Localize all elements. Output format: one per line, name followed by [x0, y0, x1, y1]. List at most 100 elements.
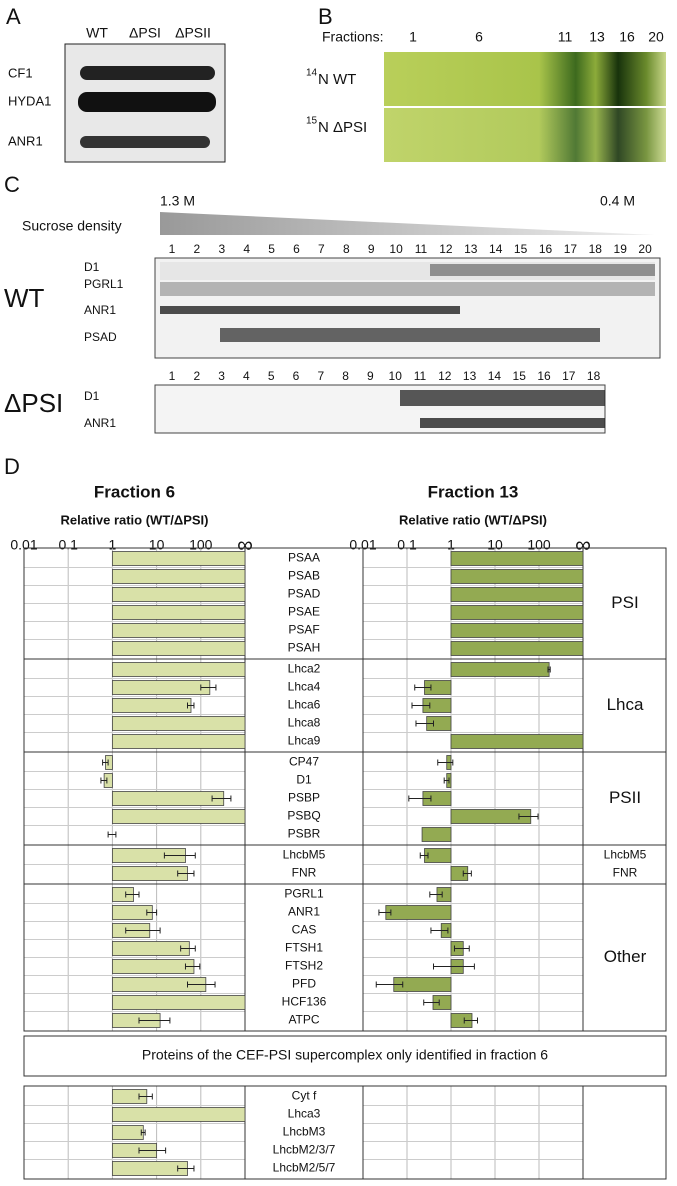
bar: [112, 734, 246, 749]
bar: [450, 587, 584, 602]
label: 20: [648, 29, 664, 45]
label: ANR1: [8, 133, 43, 148]
band: [420, 418, 605, 428]
label: 5: [268, 242, 275, 256]
protein-label: D1: [296, 773, 312, 787]
protein-label: PSAH: [288, 641, 321, 655]
label: 11: [415, 242, 428, 256]
x-tick-label: 0.1: [397, 537, 417, 553]
protein-label: LhcbM2/3/7: [273, 1143, 336, 1157]
protein-label: Lhca2: [288, 662, 321, 676]
label: 7: [317, 369, 324, 383]
protein-label: PSBP: [288, 791, 320, 805]
strain-label: WT: [4, 283, 45, 313]
x-tick-label: 10: [149, 537, 165, 553]
protein-label: FTSH2: [285, 959, 323, 973]
strain-label: ΔPSI: [4, 388, 63, 418]
label: 3: [218, 242, 225, 256]
label: 11: [558, 29, 573, 45]
protein-label: PSAE: [288, 605, 320, 619]
protein-label: PSBQ: [287, 809, 320, 823]
label: ANR1: [84, 416, 116, 430]
bar: [112, 698, 192, 713]
label: WT: [86, 25, 108, 41]
protein-label: Lhca9: [288, 734, 321, 748]
label: N WT: [318, 71, 356, 88]
protein-label: CAS: [292, 923, 317, 937]
label: 20: [638, 242, 652, 256]
label: 10: [389, 242, 403, 256]
axis-label: Relative ratio (WT/ΔPSI): [60, 512, 208, 527]
bar: [112, 1161, 188, 1176]
bar: [112, 1125, 144, 1140]
label: 8: [343, 242, 350, 256]
label: 3: [218, 369, 225, 383]
group-box: [23, 883, 667, 1032]
label: 6: [475, 29, 483, 45]
x-tick-label: ∞: [237, 532, 253, 557]
x-tick-label: 1: [447, 537, 455, 553]
bar: [385, 905, 452, 920]
panel-label: C: [4, 172, 20, 197]
bar: [112, 866, 188, 881]
label: ANR1: [84, 303, 116, 317]
label: 17: [564, 242, 578, 256]
label: D1: [84, 260, 100, 274]
heading-box: [23, 1035, 667, 1077]
bar: [112, 941, 190, 956]
label: 17: [562, 369, 576, 383]
label: 1.3 M: [160, 193, 195, 209]
label: 9: [367, 369, 374, 383]
label: HYDA1: [8, 93, 51, 108]
band: [160, 306, 460, 314]
label: CF1: [8, 65, 33, 80]
label: 14: [306, 68, 318, 79]
label: 9: [368, 242, 375, 256]
band: [78, 92, 216, 112]
group-label: Lhca: [607, 695, 644, 714]
label: 14: [489, 242, 503, 256]
bar: [112, 623, 246, 638]
bar: [450, 605, 584, 620]
chart-title: Fraction 13: [428, 482, 519, 501]
protein-label: ANR1: [288, 905, 320, 919]
bar: [450, 641, 584, 656]
protein-label: PSAD: [288, 587, 321, 601]
label: 5: [268, 369, 275, 383]
group-box: [23, 1085, 667, 1180]
x-tick-label: 100: [527, 537, 551, 553]
protein-label: Lhca6: [288, 698, 321, 712]
label: 10: [389, 369, 403, 383]
x-tick-label: 100: [189, 537, 213, 553]
label: 1: [169, 242, 176, 256]
bar: [421, 827, 452, 842]
band: [220, 328, 600, 342]
protein-label: ATPC: [288, 1013, 319, 1027]
protein-label: PFD: [292, 977, 316, 991]
label: 16: [539, 242, 553, 256]
protein-label: PSAA: [288, 551, 320, 565]
label: Sucrose density: [22, 218, 122, 234]
band: [400, 390, 605, 406]
bar: [112, 662, 246, 677]
bar: [450, 662, 550, 677]
chart-title: Fraction 6: [94, 482, 175, 501]
protein-label: PSBR: [288, 827, 321, 841]
label: 13: [463, 369, 477, 383]
protein-label: HCF136: [282, 995, 327, 1009]
label: 6: [293, 242, 300, 256]
bar: [112, 605, 246, 620]
protein-label: PSAF: [288, 623, 319, 637]
bar: [112, 587, 246, 602]
label: N ΔPSI: [318, 119, 367, 136]
bar: [112, 569, 246, 584]
label: 14: [488, 369, 502, 383]
protein-label: PGRL1: [284, 887, 324, 901]
protein-label: LhcbM5: [283, 848, 326, 862]
group-label: Other: [604, 947, 647, 966]
bar: [112, 551, 246, 566]
label: 0.4 M: [600, 193, 635, 209]
bar: [450, 551, 584, 566]
group-label: LhcbM5: [604, 848, 647, 862]
